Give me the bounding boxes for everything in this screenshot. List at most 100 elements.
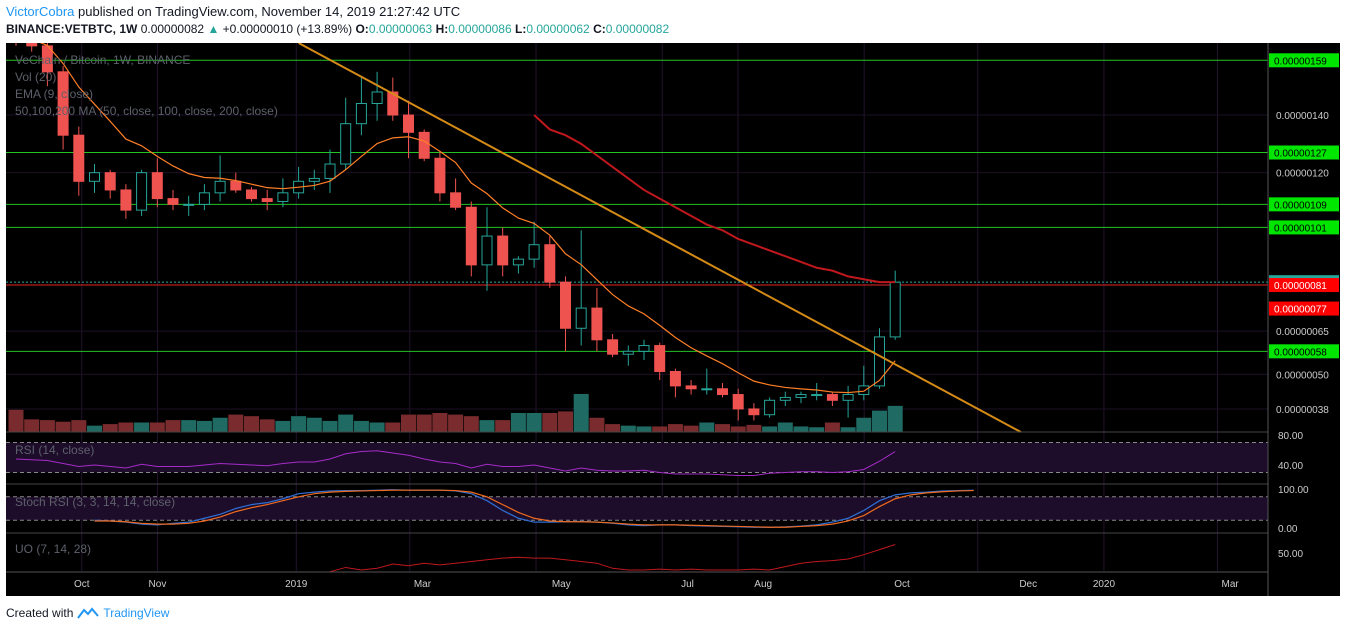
candlesticks [10, 22, 901, 421]
low-label: L: [514, 22, 527, 36]
price-tag-green [1269, 197, 1339, 212]
volume-bar [824, 422, 840, 432]
volume-bar [746, 424, 762, 432]
candle-body-down [387, 91, 399, 116]
candle-body-down [230, 180, 242, 191]
close-label: C: [593, 22, 606, 36]
volume-bar [605, 424, 621, 432]
candle-body-down [167, 198, 179, 205]
time-tick-label: Mar [414, 579, 432, 590]
candle-body-up [308, 177, 320, 182]
time-tick-label: Oct [894, 579, 910, 590]
candle-body-up [481, 235, 493, 266]
volume-bar [118, 422, 134, 432]
candle-body-up [512, 258, 524, 266]
time-tick-label: Oct [74, 579, 90, 590]
candle-body-up [638, 345, 650, 352]
candle-body-down [591, 307, 603, 341]
price-axis: 0.00000140 0.00000120 0.00000065 0.00000050… [1267, 43, 1339, 596]
candle-body-down [57, 71, 69, 136]
volume-bar [24, 419, 40, 432]
last-price: 0.00000082 [140, 22, 205, 36]
volume-bar [432, 413, 448, 432]
volume-bar [134, 422, 150, 432]
candle-body-up [528, 244, 540, 260]
volume-bar [887, 405, 903, 432]
volume-bar [401, 414, 416, 432]
candle-body-down [418, 131, 430, 159]
stoch-k-line [94, 489, 974, 528]
chart-svg: 0.00000140 0.00000120 0.00000065 0.00000050… [6, 22, 1339, 596]
volume-bar [510, 413, 526, 432]
volume-bar [715, 424, 730, 432]
stoch-band [6, 496, 1268, 521]
volume-bar [55, 421, 71, 432]
volume-bar [479, 420, 495, 432]
volume-bar [856, 417, 872, 432]
symbol-label: BINANCE:VETBTC, 1W [6, 22, 138, 36]
candle-body-down [450, 192, 462, 208]
rsi-tick-label: 40.00 [1278, 461, 1303, 472]
candle-body-down [465, 206, 477, 266]
volume-bar [667, 424, 683, 432]
stoch-tick-label: 0.00 [1278, 524, 1298, 535]
candle-body-up [858, 385, 870, 396]
candle-body-down [685, 385, 697, 390]
volume-bar [259, 419, 275, 432]
volume-bar [526, 413, 542, 432]
volume-bar [793, 426, 809, 432]
up-triangle-icon: ▲ [207, 22, 220, 36]
price-tag-label: 0.00000081 [1274, 281, 1327, 292]
stoch-tick-label: 100.00 [1278, 485, 1309, 496]
time-tick-label: May [552, 579, 571, 590]
candle-body-down [748, 408, 760, 416]
volume-bar [385, 422, 401, 432]
legend-vol: Vol (20) [15, 70, 56, 84]
time-tick-label: Aug [754, 579, 772, 590]
volume-bar [777, 422, 793, 432]
volume-bar [212, 417, 228, 432]
tradingview-link[interactable]: TradingView [103, 606, 170, 620]
volume-bar [196, 420, 212, 432]
time-tick-label: 2020 [1093, 579, 1116, 590]
volume-bar [448, 414, 464, 432]
candle-body-down [654, 345, 666, 372]
published-text: published on TradingView.com, November 1… [78, 4, 461, 19]
rsi-band [6, 442, 1268, 473]
candle-body-up [701, 388, 713, 391]
candle-body-down [261, 198, 273, 202]
time-tick-label: Dec [1019, 579, 1037, 590]
time-tick-label: Mar [1222, 579, 1240, 590]
candle-body-down [544, 244, 556, 283]
candle-body-down [732, 394, 744, 410]
volume-bar [495, 420, 511, 432]
price-tag-label: 0.00000058 [1274, 347, 1327, 358]
candle-body-down [120, 189, 132, 211]
price-tag-green [1269, 344, 1339, 359]
volume-bar [322, 420, 338, 432]
price-change: +0.00000010 (+13.89%) [222, 22, 353, 36]
high-label: H: [435, 22, 449, 36]
ema-line [15, 36, 896, 394]
candle-body-down [607, 339, 619, 355]
volume-bar [463, 416, 479, 432]
candle-body-up [371, 91, 383, 105]
volume-bar [275, 420, 291, 432]
chart-area[interactable]: 0.00000140 0.00000120 0.00000065 0.00000050… [6, 22, 1340, 596]
volume-bar [181, 420, 197, 432]
candle-body-down [669, 370, 681, 387]
volume-bar [730, 426, 746, 432]
volume-bar [102, 424, 118, 432]
ohlc-header: BINANCE:VETBTC, 1W 0.00000082 ▲ +0.00000… [6, 22, 669, 36]
author-link[interactable]: VictorCobra [6, 4, 75, 19]
created-with-label: Created with [6, 606, 74, 620]
price-tag-red_tag [1269, 301, 1339, 316]
candle-body-up [324, 163, 336, 179]
candle-body-down [73, 134, 85, 182]
price-tag-label: 0.00000127 [1274, 148, 1327, 159]
candle-body-down [497, 235, 509, 266]
grid-lines [6, 43, 1268, 571]
volume-bar [762, 426, 778, 432]
time-tick-label: 2019 [285, 579, 308, 590]
candle-body-down [826, 394, 838, 401]
